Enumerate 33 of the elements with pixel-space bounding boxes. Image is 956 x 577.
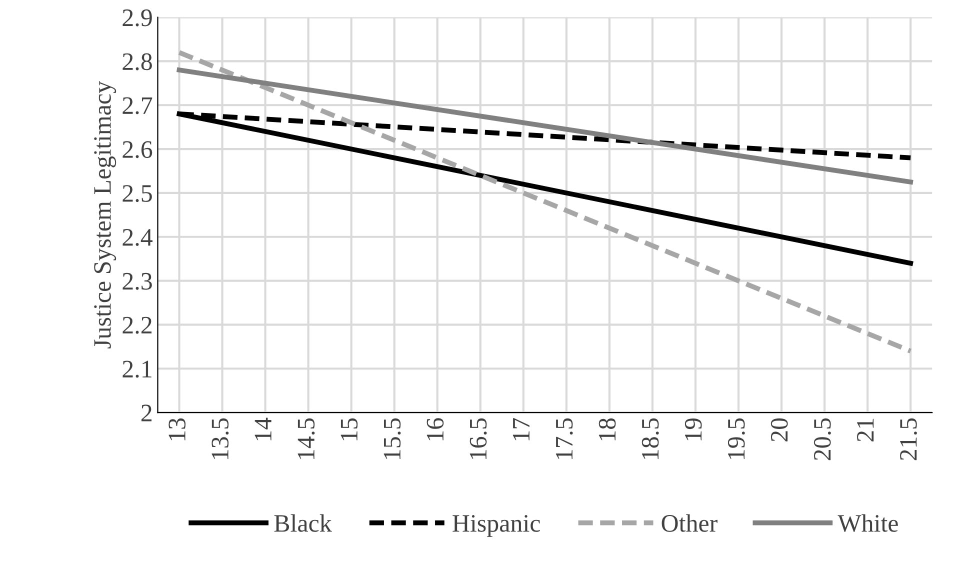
x-tick-label: 18.5 xyxy=(642,418,659,459)
y-tick-label: 2 xyxy=(141,404,152,422)
y-tick-label: 2.1 xyxy=(122,360,152,378)
y-tick-label: 2.8 xyxy=(122,53,152,70)
x-tick-label: 16 xyxy=(426,418,444,440)
legend-label: White xyxy=(838,514,898,532)
x-tick-label: 13 xyxy=(168,418,186,440)
x-tick-label: 17 xyxy=(512,418,530,440)
y-tick-label: 2.4 xyxy=(122,229,152,246)
x-tick-label: 18 xyxy=(598,418,616,440)
y-tick-label: 2.9 xyxy=(122,9,152,26)
y-tick-label: 2.6 xyxy=(122,141,152,158)
x-tick-label: 17.5 xyxy=(556,418,573,459)
x-tick-label: 21.5 xyxy=(900,418,917,460)
y-tick-label: 2.3 xyxy=(122,272,152,290)
x-tick-label: 20.5 xyxy=(814,418,831,460)
x-tick-label: 15 xyxy=(340,418,358,440)
y-tick-label: 2.7 xyxy=(122,97,152,114)
x-tick-label: 13.5 xyxy=(212,418,229,459)
x-tick-label: 19.5 xyxy=(728,418,745,459)
x-tick-label: 16.5 xyxy=(470,418,487,459)
x-tick-label: 19 xyxy=(684,418,702,440)
x-tick-label: 14 xyxy=(254,418,272,440)
legend-label: Other xyxy=(662,514,718,532)
legend-label: Black xyxy=(274,514,332,532)
x-tick-label: 15.5 xyxy=(384,418,401,459)
y-tick-label: 2.2 xyxy=(122,316,152,334)
y-tick-label: 2.5 xyxy=(122,185,152,202)
x-tick-label: 20 xyxy=(770,418,788,442)
legend-label: Hispanic xyxy=(452,515,540,537)
x-tick-label: 14.5 xyxy=(298,418,315,459)
y-axis-title: Justice System Legitimacy xyxy=(94,81,116,348)
x-tick-label: 21 xyxy=(857,418,874,442)
